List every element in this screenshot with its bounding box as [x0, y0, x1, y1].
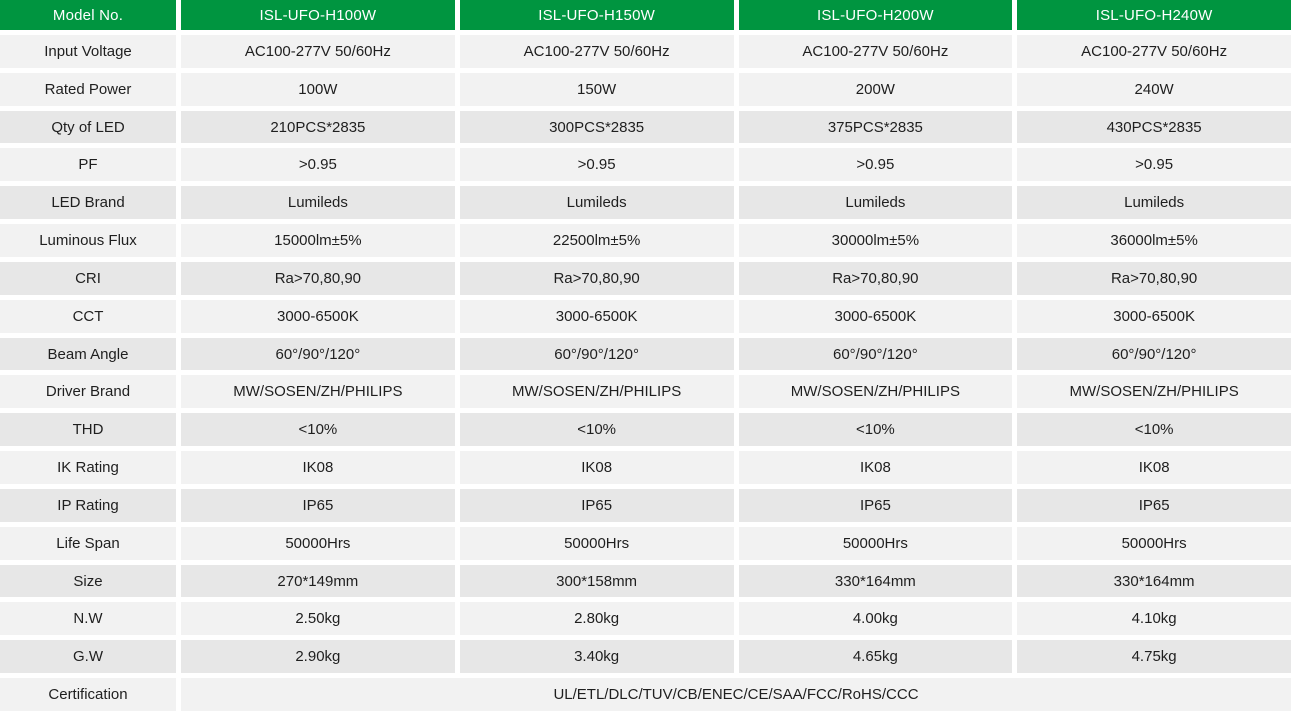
header-model-no-label: Model No.	[0, 0, 176, 30]
value-cell: <10%	[181, 413, 455, 447]
value-cell: 3000-6500K	[738, 299, 1013, 333]
value-cell: 36000lm±5%	[1017, 224, 1291, 257]
value-cell: <10%	[738, 413, 1013, 447]
value-cell: 200W	[738, 72, 1013, 106]
value-cell: IP65	[738, 488, 1013, 522]
row-label: PF	[0, 148, 176, 182]
value-cell: Lumileds	[459, 186, 734, 220]
value-cell: 4.00kg	[738, 602, 1013, 636]
row-label: Luminous Flux	[0, 224, 176, 257]
value-cell: 300*158mm	[459, 564, 734, 598]
value-cell: 375PCS*2835	[738, 110, 1013, 144]
row-label: IP Rating	[0, 488, 176, 522]
value-cell: 4.10kg	[1017, 602, 1291, 636]
value-cell: 22500lm±5%	[459, 224, 734, 257]
value-cell: 50000Hrs	[738, 526, 1013, 560]
value-cell: IK08	[459, 451, 734, 484]
value-cell: <10%	[459, 413, 734, 447]
row-label: Size	[0, 564, 176, 598]
value-cell: IK08	[181, 451, 455, 484]
value-cell: AC100-277V 50/60Hz	[1017, 35, 1291, 68]
header-model-2: ISL-UFO-H150W	[459, 0, 734, 30]
header-model-3: ISL-UFO-H200W	[738, 0, 1013, 30]
value-cell: 300PCS*2835	[459, 110, 734, 144]
value-cell: <10%	[1017, 413, 1291, 447]
value-cell: Ra>70,80,90	[181, 261, 455, 295]
row-label: Rated Power	[0, 72, 176, 106]
row-label: Beam Angle	[0, 337, 176, 371]
row-label: Life Span	[0, 526, 176, 560]
value-cell: MW/SOSEN/ZH/PHILIPS	[459, 375, 734, 409]
value-cell: 430PCS*2835	[1017, 110, 1291, 144]
value-cell: IK08	[738, 451, 1013, 484]
value-cell: MW/SOSEN/ZH/PHILIPS	[1017, 375, 1291, 409]
value-cell: 3.40kg	[459, 640, 734, 674]
value-cell: 60°/90°/120°	[738, 337, 1013, 371]
row-label: G.W	[0, 640, 176, 674]
value-cell: 100W	[181, 72, 455, 106]
value-cell: Ra>70,80,90	[738, 261, 1013, 295]
value-cell: >0.95	[1017, 148, 1291, 182]
value-cell: AC100-277V 50/60Hz	[181, 35, 455, 68]
value-cell: 60°/90°/120°	[459, 337, 734, 371]
value-cell: 240W	[1017, 72, 1291, 106]
value-cell: 3000-6500K	[459, 299, 734, 333]
header-model-1: ISL-UFO-H100W	[181, 0, 455, 30]
value-cell: 15000lm±5%	[181, 224, 455, 257]
value-cell: 150W	[459, 72, 734, 106]
value-cell: >0.95	[459, 148, 734, 182]
value-cell: MW/SOSEN/ZH/PHILIPS	[738, 375, 1013, 409]
header-model-4: ISL-UFO-H240W	[1017, 0, 1291, 30]
value-cell: Lumileds	[181, 186, 455, 220]
value-cell: AC100-277V 50/60Hz	[738, 35, 1013, 68]
value-cell: 2.80kg	[459, 602, 734, 636]
row-label: CRI	[0, 261, 176, 295]
value-cell: Ra>70,80,90	[1017, 261, 1291, 295]
value-cell: Lumileds	[738, 186, 1013, 220]
value-cell: 3000-6500K	[181, 299, 455, 333]
row-label: Qty of LED	[0, 110, 176, 144]
value-cell: 4.75kg	[1017, 640, 1291, 674]
row-label: N.W	[0, 602, 176, 636]
value-cell: 330*164mm	[1017, 564, 1291, 598]
value-cell: 30000lm±5%	[738, 224, 1013, 257]
value-cell: 270*149mm	[181, 564, 455, 598]
value-cell: IP65	[459, 488, 734, 522]
value-cell: 330*164mm	[738, 564, 1013, 598]
value-cell: 2.90kg	[181, 640, 455, 674]
value-cell: MW/SOSEN/ZH/PHILIPS	[181, 375, 455, 409]
value-cell: 2.50kg	[181, 602, 455, 636]
value-cell: 60°/90°/120°	[1017, 337, 1291, 371]
value-cell: IP65	[181, 488, 455, 522]
row-label: Certification	[0, 678, 176, 711]
row-label: THD	[0, 413, 176, 447]
value-cell: 50000Hrs	[181, 526, 455, 560]
row-label: IK Rating	[0, 451, 176, 484]
value-cell: 3000-6500K	[1017, 299, 1291, 333]
value-cell: IP65	[1017, 488, 1291, 522]
value-cell: 210PCS*2835	[181, 110, 455, 144]
value-cell: 50000Hrs	[459, 526, 734, 560]
value-cell: >0.95	[738, 148, 1013, 182]
value-cell: IK08	[1017, 451, 1291, 484]
value-cell: 50000Hrs	[1017, 526, 1291, 560]
value-cell: Ra>70,80,90	[459, 261, 734, 295]
row-label: LED Brand	[0, 186, 176, 220]
value-cell-merged: UL/ETL/DLC/TUV/CB/ENEC/CE/SAA/FCC/RoHS/C…	[181, 678, 1291, 711]
value-cell: AC100-277V 50/60Hz	[459, 35, 734, 68]
row-label: Driver Brand	[0, 375, 176, 409]
value-cell: Lumileds	[1017, 186, 1291, 220]
row-label: CCT	[0, 299, 176, 333]
row-label: Input Voltage	[0, 35, 176, 68]
value-cell: >0.95	[181, 148, 455, 182]
value-cell: 60°/90°/120°	[181, 337, 455, 371]
value-cell: 4.65kg	[738, 640, 1013, 674]
